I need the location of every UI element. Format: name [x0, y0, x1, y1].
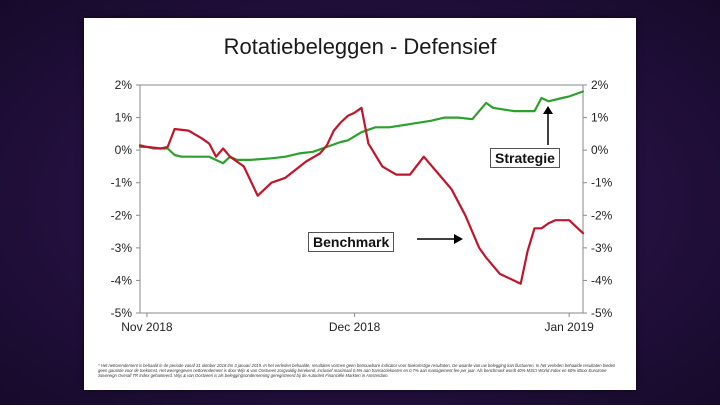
x-tick-label: Jan 2019: [544, 320, 594, 334]
chart-title: Rotatiebeleggen - Defensief: [223, 34, 497, 59]
line-chart: 2% 2% 1% 1% 0% 0% -1% -1% -2% -2% -3% -3% -4% -4% -5% -…: [111, 78, 613, 334]
y-tick-label-left: -2%: [111, 208, 133, 222]
x-tick-label: Nov 2018: [121, 320, 173, 334]
y-tick-label-right: 2%: [591, 78, 609, 92]
strategie-arrow: [543, 106, 553, 145]
y-tick-label-right: 0%: [591, 143, 609, 157]
plot-area-border: [139, 84, 584, 314]
series-line-benchmark: [138, 106, 585, 285]
y-tick-label-left: -1%: [111, 176, 133, 190]
y-tick-label-right: 1%: [591, 111, 609, 125]
y-tick-label-left: -3%: [111, 241, 133, 255]
y-tick-label-right: -1%: [591, 176, 613, 190]
strategie-callout: Strategie: [490, 148, 560, 168]
y-tick-label-left: -4%: [111, 273, 133, 287]
y-tick-label-left: 1%: [115, 111, 133, 125]
y-tick-label-left: -5%: [111, 306, 133, 320]
y-tick-label-right: -4%: [591, 273, 613, 287]
y-tick-label-right: -2%: [591, 208, 613, 222]
benchmark-arrow: [417, 234, 463, 244]
y-tick-label-right: -5%: [591, 306, 613, 320]
chart-slide: Rotatiebeleggen - Defensief 2% 2% 1% 1% 0% 0%…: [84, 18, 636, 390]
benchmark-callout: Benchmark: [308, 232, 395, 252]
y-tick-label-right: -3%: [591, 241, 613, 255]
x-tick-label: Dec 2018: [329, 320, 381, 334]
series-line-strategie: [138, 90, 585, 165]
y-tick-label-left: 0%: [115, 143, 133, 157]
disclaimer-footnote: * Het nettorendement is behaald in de pe…: [98, 363, 616, 379]
y-tick-label-left: 2%: [115, 78, 133, 92]
